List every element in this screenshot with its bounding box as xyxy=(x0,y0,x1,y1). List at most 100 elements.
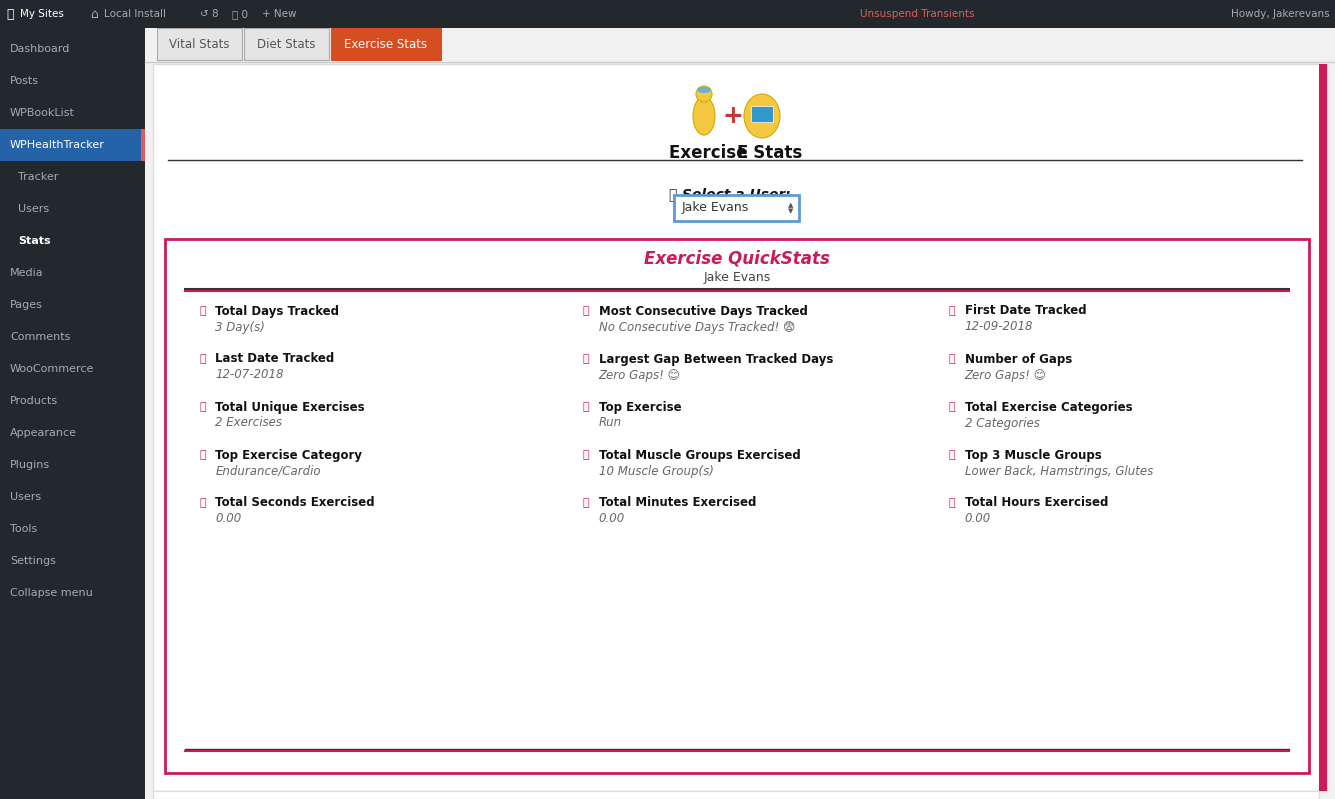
Text: ⓘ: ⓘ xyxy=(199,354,206,364)
Text: Vital Stats: Vital Stats xyxy=(170,38,230,50)
Ellipse shape xyxy=(697,87,712,93)
Text: Diet Stats: Diet Stats xyxy=(258,38,316,50)
Text: ⓘ: ⓘ xyxy=(199,306,206,316)
FancyBboxPatch shape xyxy=(673,195,798,221)
Text: WPHealthTracker: WPHealthTracker xyxy=(9,140,105,150)
Text: Tools: Tools xyxy=(9,524,37,534)
Text: Users: Users xyxy=(9,492,41,502)
Text: 12-07-2018: 12-07-2018 xyxy=(215,368,284,381)
FancyBboxPatch shape xyxy=(0,28,146,799)
Text: 0.00: 0.00 xyxy=(215,512,242,526)
Text: 2 Exercises: 2 Exercises xyxy=(215,416,282,430)
Text: Exercise QuickStats: Exercise QuickStats xyxy=(643,250,830,268)
Text: Comments: Comments xyxy=(9,332,71,342)
Text: ⓘ: ⓘ xyxy=(582,402,589,412)
FancyBboxPatch shape xyxy=(244,28,328,60)
Ellipse shape xyxy=(744,94,780,138)
Text: Posts: Posts xyxy=(9,76,39,86)
Text: Exercise Stats: Exercise Stats xyxy=(669,144,802,162)
Text: ⓘ: ⓘ xyxy=(199,402,206,412)
Text: Top 3 Muscle Groups: Top 3 Muscle Groups xyxy=(965,448,1101,462)
Text: Total Minutes Exercised: Total Minutes Exercised xyxy=(598,496,756,510)
Text: Total Hours Exercised: Total Hours Exercised xyxy=(965,496,1108,510)
FancyBboxPatch shape xyxy=(154,791,1319,799)
Text: Howdy, Jakerevans: Howdy, Jakerevans xyxy=(1231,9,1330,19)
Text: Jake Evans: Jake Evans xyxy=(681,201,749,214)
Text: Last Date Tracked: Last Date Tracked xyxy=(215,352,335,365)
Circle shape xyxy=(696,86,712,102)
Text: Settings: Settings xyxy=(9,556,56,566)
Text: Most Consecutive Days Tracked: Most Consecutive Days Tracked xyxy=(598,304,808,317)
Text: Total Unique Exercises: Total Unique Exercises xyxy=(215,400,364,414)
Text: Number of Gaps: Number of Gaps xyxy=(965,352,1072,365)
Text: 3 Day(s): 3 Day(s) xyxy=(215,320,266,333)
Text: 0.00: 0.00 xyxy=(598,512,625,526)
Text: + New: + New xyxy=(262,9,296,19)
Text: ⓘ: ⓘ xyxy=(949,402,956,412)
FancyBboxPatch shape xyxy=(0,129,146,161)
Text: ⓘ: ⓘ xyxy=(949,498,956,508)
Text: Local Install: Local Install xyxy=(104,9,166,19)
Text: Jake Evans: Jake Evans xyxy=(704,271,770,284)
Text: Unsuspend Transients: Unsuspend Transients xyxy=(860,9,975,19)
FancyBboxPatch shape xyxy=(0,0,1335,28)
Text: 12-09-2018: 12-09-2018 xyxy=(965,320,1033,333)
Text: WooCommerce: WooCommerce xyxy=(9,364,95,374)
FancyBboxPatch shape xyxy=(331,28,441,60)
Text: Select a User:: Select a User: xyxy=(682,188,790,202)
Text: Users: Users xyxy=(17,204,49,214)
Text: ⓘ: ⓘ xyxy=(949,306,956,316)
Text: Top Exercise: Top Exercise xyxy=(598,400,681,414)
FancyBboxPatch shape xyxy=(154,64,1327,791)
Text: Endurance/Cardio: Endurance/Cardio xyxy=(215,464,320,478)
Text: Media: Media xyxy=(9,268,44,278)
Text: Largest Gap Between Tracked Days: Largest Gap Between Tracked Days xyxy=(598,352,833,365)
Text: My Sites: My Sites xyxy=(20,9,64,19)
FancyBboxPatch shape xyxy=(166,239,1310,773)
Text: Total Exercise Categories: Total Exercise Categories xyxy=(965,400,1132,414)
Text: ⓘ: ⓘ xyxy=(949,450,956,460)
Text: +: + xyxy=(722,104,744,128)
Text: ⓘ: ⓘ xyxy=(668,188,677,202)
Text: Total Muscle Groups Exercised: Total Muscle Groups Exercised xyxy=(598,448,800,462)
Text: WPBookList: WPBookList xyxy=(9,108,75,118)
Text: ⌂: ⌂ xyxy=(89,7,97,21)
Text: Run: Run xyxy=(598,416,622,430)
FancyBboxPatch shape xyxy=(158,28,242,60)
FancyBboxPatch shape xyxy=(146,62,1335,799)
Text: Plugins: Plugins xyxy=(9,460,51,470)
Text: E: E xyxy=(736,144,748,162)
FancyBboxPatch shape xyxy=(1319,64,1327,791)
Text: Lower Back, Hamstrings, Glutes: Lower Back, Hamstrings, Glutes xyxy=(965,464,1153,478)
Text: ⓘ: ⓘ xyxy=(582,354,589,364)
Text: No Consecutive Days Tracked! 😨: No Consecutive Days Tracked! 😨 xyxy=(598,320,794,333)
Ellipse shape xyxy=(693,97,716,135)
Text: Total Days Tracked: Total Days Tracked xyxy=(215,304,339,317)
Text: ↺ 8: ↺ 8 xyxy=(200,9,219,19)
Text: Stats: Stats xyxy=(17,236,51,246)
Text: Dashboard: Dashboard xyxy=(9,44,71,54)
Text: ⎕ 0: ⎕ 0 xyxy=(232,9,248,19)
Text: Products: Products xyxy=(9,396,59,406)
Text: ⓘ: ⓘ xyxy=(582,306,589,316)
FancyBboxPatch shape xyxy=(146,28,1335,62)
Text: 2 Categories: 2 Categories xyxy=(965,416,1040,430)
Text: Pages: Pages xyxy=(9,300,43,310)
Text: ⓘ: ⓘ xyxy=(199,450,206,460)
Text: Appearance: Appearance xyxy=(9,428,77,438)
Text: 0.00: 0.00 xyxy=(965,512,991,526)
Text: Zero Gaps! 😊: Zero Gaps! 😊 xyxy=(598,368,681,381)
Text: ⓘ: ⓘ xyxy=(582,498,589,508)
Text: Total Seconds Exercised: Total Seconds Exercised xyxy=(215,496,375,510)
Text: First Date Tracked: First Date Tracked xyxy=(965,304,1087,317)
Text: ⓘ: ⓘ xyxy=(582,450,589,460)
FancyBboxPatch shape xyxy=(142,129,146,161)
Text: Ⓜ: Ⓜ xyxy=(5,7,13,21)
FancyBboxPatch shape xyxy=(752,106,773,122)
Text: 10 Muscle Group(s): 10 Muscle Group(s) xyxy=(598,464,713,478)
Text: Tracker: Tracker xyxy=(17,172,59,182)
Text: ⓘ: ⓘ xyxy=(199,498,206,508)
Text: ⓘ: ⓘ xyxy=(949,354,956,364)
Text: ▲
▼: ▲ ▼ xyxy=(788,202,793,214)
Text: Top Exercise Category: Top Exercise Category xyxy=(215,448,362,462)
